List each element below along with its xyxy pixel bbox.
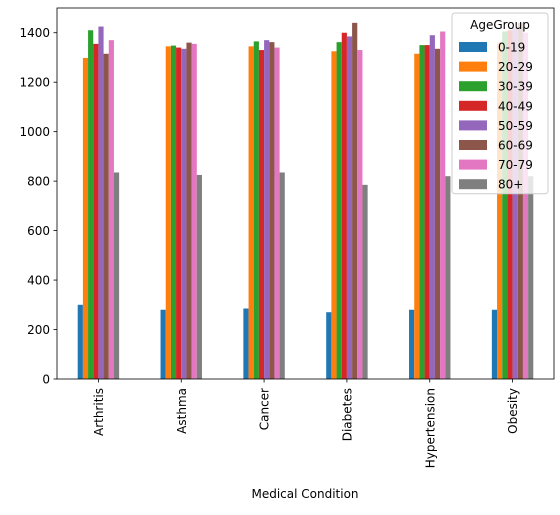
bar-obesity-60-69 (517, 22, 523, 380)
legend-title: AgeGroup (470, 18, 530, 32)
x-tick-label: Cancer (258, 388, 272, 430)
legend-swatch (459, 42, 487, 52)
bar-obesity-0-19 (491, 309, 498, 379)
y-tick-label: 200 (27, 323, 50, 337)
x-tick-label: Arthritis (92, 388, 106, 436)
bar-diabetes-80plus (362, 184, 368, 379)
bar-obesity-20-29 (497, 42, 503, 379)
bar-diabetes-20-29 (331, 51, 337, 379)
bar-asthma-60-69 (186, 42, 192, 379)
bar-hypertension-80plus (445, 176, 451, 379)
bar-obesity-30-39 (502, 31, 508, 379)
bar-arthritis-20-29 (82, 57, 89, 380)
bar-hypertension-60-69 (434, 48, 441, 380)
legend-label: 20-29 (498, 60, 533, 74)
bar-diabetes-70-79 (357, 50, 363, 380)
y-tick-label: 600 (27, 224, 50, 238)
bar-diabetes-50-59 (346, 36, 353, 379)
legend-swatch (459, 100, 487, 111)
y-tick-label: 1400 (19, 26, 50, 40)
bar-hypertension-30-39 (419, 45, 425, 379)
bar-cancer-30-39 (253, 41, 259, 379)
legend-label: 0-19 (498, 41, 525, 55)
legend-swatch (459, 140, 487, 150)
bar-asthma-20-29 (165, 46, 171, 380)
bars-group (77, 22, 534, 380)
legend-swatch (459, 81, 487, 92)
bar-asthma-80plus (196, 174, 202, 379)
bar-cancer-20-29 (248, 46, 254, 380)
y-tick-label: 0 (42, 373, 50, 387)
bar-diabetes-40-49 (341, 32, 347, 379)
bar-arthritis-70-79 (108, 40, 114, 380)
legend-label: 60-69 (498, 139, 533, 153)
bar-asthma-0-19 (160, 309, 166, 379)
x-tick-label: Diabetes (340, 388, 354, 441)
bar-cancer-0-19 (243, 308, 249, 379)
bar-hypertension-0-19 (409, 309, 415, 379)
bar-obesity-50-59 (512, 27, 518, 379)
bar-cancer-60-69 (269, 42, 275, 379)
legend-swatch (459, 159, 487, 170)
bar-cancer-40-49 (258, 50, 265, 380)
y-tick-label: 800 (27, 175, 50, 189)
bar-obesity-70-79 (522, 32, 529, 379)
legend-swatch (459, 120, 487, 131)
legend-swatch (459, 61, 487, 72)
bar-hypertension-50-59 (429, 35, 435, 380)
x-tick-label: Hypertension (423, 388, 437, 468)
legend-swatch (459, 179, 487, 190)
bar-hypertension-20-29 (414, 53, 420, 379)
bar-cancer-70-79 (274, 47, 280, 379)
bar-arthritis-30-39 (88, 30, 94, 379)
y-tick-label: 1000 (19, 125, 50, 139)
x-axis: Arthritis Asthma Cancer Diabetes Hypertensio… (92, 379, 520, 468)
y-axis: 0 200 400 600 800 1000 1200 1400 (19, 26, 57, 387)
legend: AgeGroup 0-19 20-29 30-39 40-49 50-59 60-69 70-… (451, 12, 549, 195)
bar-asthma-50-59 (181, 48, 187, 380)
bar-arthritis-0-19 (77, 304, 83, 379)
bar-hypertension-70-79 (440, 31, 446, 379)
bar-arthritis-50-59 (98, 26, 104, 380)
bar-hypertension-40-49 (424, 45, 430, 379)
bar-cancer-80plus (279, 172, 285, 379)
bar-obesity-80plus (528, 176, 534, 379)
legend-label: 50-59 (498, 119, 533, 133)
legend-label: 30-39 (498, 80, 533, 94)
y-tick-label: 400 (27, 274, 50, 288)
bar-arthritis-40-49 (93, 43, 99, 380)
legend-label: 70-79 (498, 158, 533, 172)
x-tick-label: Obesity (506, 388, 520, 434)
legend-label: 40-49 (498, 99, 533, 113)
bar-diabetes-60-69 (352, 22, 358, 380)
y-tick-label: 1200 (19, 76, 50, 90)
plot-frame (56, 7, 555, 380)
bar-obesity-40-49 (507, 30, 513, 379)
bar-diabetes-30-39 (336, 42, 342, 379)
x-axis-label: Medical Condition (251, 487, 358, 501)
x-tick-label: Asthma (175, 388, 189, 434)
bar-asthma-40-49 (176, 47, 182, 379)
bar-arthritis-80plus (113, 172, 120, 379)
legend-label: 80+ (498, 178, 523, 192)
bar-diabetes-0-19 (326, 312, 332, 379)
bar-asthma-30-39 (170, 45, 177, 380)
bar-asthma-70-79 (191, 43, 197, 380)
bar-arthritis-60-69 (103, 53, 109, 379)
bar-cancer-50-59 (264, 40, 270, 380)
